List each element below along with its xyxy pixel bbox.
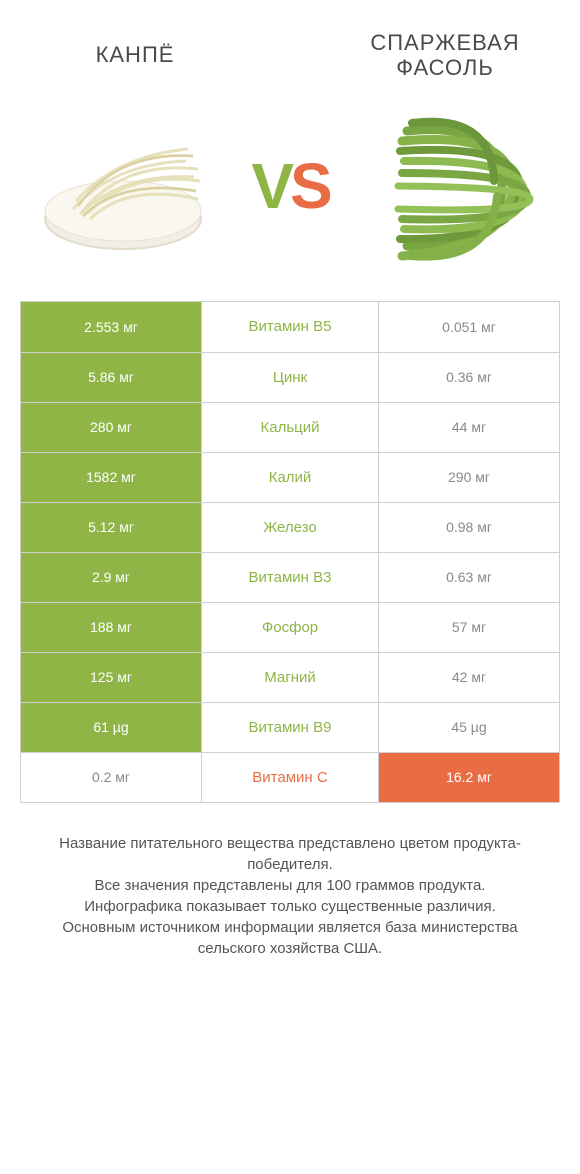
nutrient-row: 125 мгМагний42 мг [21,652,559,702]
nutrient-value-right: 0.36 мг [379,353,559,402]
product-titles: КАНПЁ СПАРЖЕВАЯ ФАСОЛЬ [0,0,580,91]
nutrient-value-left: 0.2 мг [21,753,201,802]
footnote-text: Название питательного вещества представл… [30,833,550,959]
nutrient-row: 188 мгФосфор57 мг [21,602,559,652]
nutrient-row: 5.12 мгЖелезо0.98 мг [21,502,559,552]
nutrient-value-right: 42 мг [379,653,559,702]
nutrient-value-right: 0.051 мг [379,302,559,352]
nutrient-row: 61 µgВитамин B945 µg [21,702,559,752]
nutrient-row: 2.9 мгВитамин B30.63 мг [21,552,559,602]
nutrient-label: Железо [201,503,379,552]
nutrient-row: 2.553 мгВитамин B50.051 мг [21,302,559,352]
nutrient-value-left: 61 µg [21,703,201,752]
nutrient-value-right: 44 мг [379,403,559,452]
nutrient-label: Витамин B9 [201,703,379,752]
nutrient-label: Витамин C [201,753,379,802]
nutrient-value-left: 2.553 мг [21,302,201,352]
product-images-row: VS [0,91,580,301]
nutrient-label: Калий [201,453,379,502]
nutrient-label: Фосфор [201,603,379,652]
nutrient-label: Кальций [201,403,379,452]
nutrient-table: 2.553 мгВитамин B50.051 мг5.86 мгЦинк0.3… [20,301,560,803]
nutrient-value-left: 5.12 мг [21,503,201,552]
vs-label: VS [251,149,328,223]
nutrient-value-left: 2.9 мг [21,553,201,602]
nutrient-value-right: 45 µg [379,703,559,752]
nutrient-row: 280 мгКальций44 мг [21,402,559,452]
product-image-left [20,101,236,271]
nutrient-row: 0.2 мгВитамин C16.2 мг [21,752,559,802]
nutrient-row: 1582 мгКалий290 мг [21,452,559,502]
nutrient-value-right: 0.63 мг [379,553,559,602]
nutrient-value-left: 280 мг [21,403,201,452]
nutrient-value-left: 5.86 мг [21,353,201,402]
nutrient-label: Витамин B3 [201,553,379,602]
nutrient-value-left: 1582 мг [21,453,201,502]
nutrient-row: 5.86 мгЦинк0.36 мг [21,352,559,402]
product-title-left: КАНПЁ [20,42,250,68]
vs-v: V [251,149,290,223]
nutrient-label: Витамин B5 [201,302,379,352]
vs-s: S [290,149,329,223]
product-title-right: СПАРЖЕВАЯ ФАСОЛЬ [330,30,560,81]
nutrient-value-left: 188 мг [21,603,201,652]
nutrient-label: Магний [201,653,379,702]
nutrient-label: Цинк [201,353,379,402]
nutrient-value-right: 16.2 мг [379,753,559,802]
nutrient-value-left: 125 мг [21,653,201,702]
nutrient-value-right: 57 мг [379,603,559,652]
nutrient-value-right: 290 мг [379,453,559,502]
nutrient-value-right: 0.98 мг [379,503,559,552]
product-image-right [344,101,560,271]
